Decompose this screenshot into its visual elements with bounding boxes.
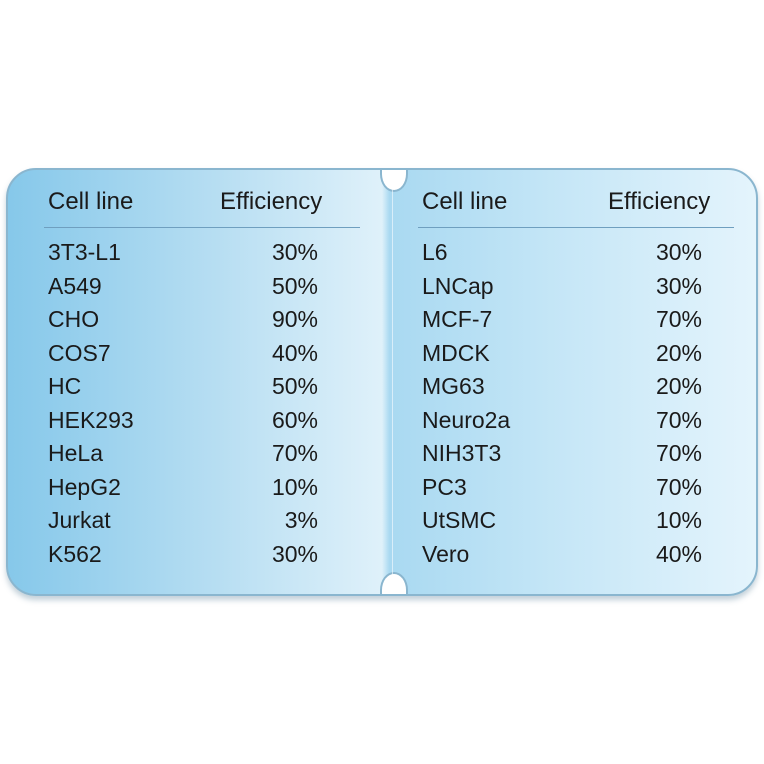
table-row: LNCap 30%	[422, 270, 742, 304]
header-cell-line: Cell line	[422, 188, 508, 215]
efficiency-value: 20%	[655, 373, 702, 399]
efficiency-value: 30%	[655, 272, 702, 299]
efficiency-value: 10%	[655, 507, 702, 533]
cell-line-name: UtSMC	[422, 507, 497, 533]
table-row: HeLa 70%	[48, 437, 368, 471]
cell-line-name: CHO	[48, 306, 100, 332]
table-row: UtSMC 10%	[422, 504, 742, 538]
table-row: L6 30%	[422, 236, 742, 270]
table-row: CHO 90%	[48, 303, 368, 337]
efficiency-value: 40%	[655, 540, 702, 567]
header-cell-line: Cell line	[48, 188, 134, 215]
efficiency-value: 30%	[271, 540, 318, 567]
table-row: Jurkat 3%	[48, 504, 368, 538]
divider-notch-bottom	[380, 572, 408, 594]
efficiency-value: 70%	[655, 306, 702, 332]
efficiency-value: 40%	[271, 339, 318, 366]
right-table-panel: Cell line Efficiency L6 30% LNCap 30% MCF-…	[418, 170, 742, 594]
header-efficiency: Efficiency	[220, 188, 323, 215]
efficiency-table-card: Cell line Efficiency 3T3-L1 30% A549 50% C…	[6, 168, 758, 596]
cell-line-name: HEK293	[48, 406, 134, 433]
table-row: MDCK 20%	[422, 337, 742, 371]
divider-notch-top	[380, 170, 408, 192]
efficiency-value: 70%	[655, 406, 702, 433]
table-row: 3T3-L1 30%	[48, 236, 368, 270]
table-row: HC 50%	[48, 370, 368, 404]
cell-line-name: Jurkat	[48, 507, 111, 533]
table-row: Vero 40%	[422, 538, 742, 572]
efficiency-value: 50%	[271, 272, 318, 299]
header-efficiency: Efficiency	[608, 188, 711, 215]
cell-line-name: MG63	[422, 373, 485, 399]
table-row: HEK293 60%	[48, 404, 368, 438]
cell-line-name: L6	[422, 239, 448, 265]
efficiency-value: 70%	[655, 440, 702, 466]
left-table-panel: Cell line Efficiency 3T3-L1 30% A549 50% C…	[44, 170, 368, 594]
cell-line-name: Neuro2a	[422, 406, 511, 433]
cell-line-name: LNCap	[422, 272, 494, 299]
right-rows: L6 30% LNCap 30% MCF-7 70% MDCK 20% MG63 20% …	[422, 236, 742, 571]
table-row: PC3 70%	[422, 471, 742, 505]
efficiency-value: 20%	[655, 339, 702, 366]
table-row: NIH3T3 70%	[422, 437, 742, 471]
table-row: A549 50%	[48, 270, 368, 304]
table-row: MG63 20%	[422, 370, 742, 404]
left-rows: 3T3-L1 30% A549 50% CHO 90% COS7 40% HC 50% H…	[48, 236, 368, 571]
cell-line-name: HC	[48, 373, 82, 399]
header-rule	[44, 227, 360, 228]
cell-line-name: HepG2	[48, 473, 121, 500]
cell-line-name: Vero	[422, 540, 470, 567]
efficiency-value: 70%	[271, 440, 318, 466]
efficiency-value: 50%	[271, 373, 318, 399]
cell-line-name: K562	[48, 540, 102, 567]
efficiency-value: 3%	[284, 507, 318, 533]
cell-line-name: PC3	[422, 473, 467, 500]
cell-line-name: A549	[48, 272, 102, 299]
table-row: MCF-7 70%	[422, 303, 742, 337]
table-row: HepG2 10%	[48, 471, 368, 505]
header-rule	[418, 227, 734, 228]
cell-line-name: NIH3T3	[422, 440, 502, 466]
efficiency-value: 30%	[271, 239, 318, 265]
cell-line-name: HeLa	[48, 440, 103, 466]
efficiency-value: 70%	[655, 473, 702, 500]
table-row: Neuro2a 70%	[422, 404, 742, 438]
cell-line-name: MDCK	[422, 339, 490, 366]
efficiency-value: 60%	[271, 406, 318, 433]
efficiency-value: 10%	[271, 473, 318, 500]
efficiency-value: 90%	[271, 306, 318, 332]
column-divider	[392, 188, 393, 578]
efficiency-value: 30%	[655, 239, 702, 265]
table-row: K562 30%	[48, 538, 368, 572]
cell-line-name: MCF-7	[422, 306, 493, 332]
cell-line-name: 3T3-L1	[48, 239, 121, 265]
table-row: COS7 40%	[48, 337, 368, 371]
cell-line-name: COS7	[48, 339, 111, 366]
